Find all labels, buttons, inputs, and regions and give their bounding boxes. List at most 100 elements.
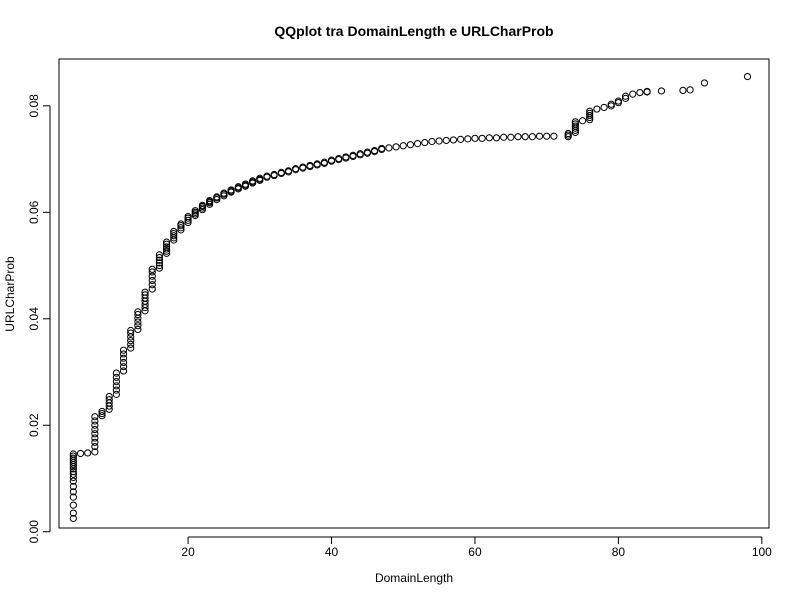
- data-point: [184, 216, 192, 224]
- data-point: [614, 97, 622, 105]
- data-point: [342, 153, 350, 161]
- data-point: [270, 170, 278, 179]
- data-point: [69, 514, 77, 523]
- data-point: [162, 240, 171, 248]
- data-point: [91, 421, 99, 429]
- data-point: [119, 363, 128, 371]
- data-point: [356, 150, 364, 158]
- data-point: [127, 340, 135, 348]
- data-point: [220, 189, 228, 197]
- data-point: [679, 86, 687, 95]
- y-tick-label: 0.06: [27, 200, 41, 224]
- y-tick-label: 0.00: [27, 520, 41, 544]
- data-point: [76, 449, 85, 458]
- data-point: [112, 373, 120, 381]
- data-point: [98, 407, 106, 416]
- data-point: [327, 156, 336, 164]
- data-point: [177, 224, 185, 232]
- data-point: [657, 87, 666, 95]
- data-point: [155, 253, 163, 262]
- data-point: [170, 230, 178, 238]
- data-point: [206, 197, 214, 205]
- data-point: [148, 281, 156, 289]
- data-point: [119, 354, 128, 362]
- data-point: [299, 163, 307, 171]
- data-point: [105, 396, 113, 404]
- data-point: [91, 438, 99, 446]
- data-point: [586, 109, 594, 117]
- x-tick-label: 60: [468, 545, 482, 559]
- data-point: [155, 251, 163, 259]
- data-point: [127, 326, 135, 335]
- y-tick-label: 0.04: [27, 307, 41, 331]
- data-point: [170, 232, 178, 240]
- data-point: [284, 167, 293, 175]
- data-point: [112, 382, 120, 390]
- data-point: [700, 79, 709, 87]
- data-point: [112, 386, 120, 394]
- data-point: [464, 135, 472, 143]
- data-point: [292, 165, 300, 173]
- data-point: [263, 172, 271, 180]
- data-point: [134, 310, 142, 319]
- x-axis: 20 40 60 80 100: [181, 536, 772, 559]
- data-point: [492, 134, 501, 142]
- data-point: [162, 247, 171, 255]
- data-point: [485, 134, 493, 142]
- data-point: [313, 160, 321, 168]
- data-point: [442, 136, 450, 145]
- plot-box: [58, 58, 770, 529]
- data-point: [91, 442, 99, 451]
- y-tick-label: 0.08: [27, 94, 41, 118]
- data-point: [413, 140, 422, 148]
- data-point: [134, 322, 142, 330]
- data-point: [155, 259, 163, 267]
- data-point: [134, 308, 142, 316]
- data-point: [119, 358, 128, 367]
- data-point: [198, 201, 207, 209]
- data-point: [134, 318, 142, 326]
- data-point: [320, 158, 328, 166]
- data-point: [378, 144, 386, 153]
- data-point: [148, 265, 156, 273]
- data-point: [586, 111, 594, 120]
- data-point: [155, 261, 163, 270]
- data-point: [170, 227, 178, 236]
- data-point: [564, 129, 572, 138]
- y-tick-label: 0.02: [27, 413, 41, 437]
- x-tick-label: 40: [325, 545, 339, 559]
- data-point: [69, 509, 77, 517]
- data-point: [69, 467, 77, 476]
- data-point: [112, 378, 120, 386]
- data-point: [306, 161, 314, 170]
- data-point: [112, 369, 120, 377]
- data-point: [543, 132, 551, 140]
- data-point: [105, 392, 113, 401]
- data-point: [686, 86, 694, 94]
- data-point: [550, 132, 558, 140]
- data-point: [91, 413, 99, 421]
- data-point: [119, 367, 128, 375]
- data-point: [91, 425, 99, 434]
- data-point: [593, 105, 601, 113]
- data-point: [349, 151, 357, 159]
- data-point: [91, 430, 99, 438]
- data-point: [449, 136, 458, 144]
- data-point: [148, 285, 156, 293]
- data-point: [184, 212, 192, 221]
- data-point: [148, 268, 156, 276]
- data-point: [636, 88, 644, 97]
- data-point: [162, 243, 171, 251]
- data-point: [528, 133, 536, 141]
- data-point: [256, 174, 264, 182]
- data-point: [177, 220, 185, 228]
- data-point: [213, 193, 221, 201]
- data-point: [98, 412, 106, 420]
- data-point: [91, 417, 99, 425]
- data-point: [457, 135, 465, 143]
- data-point: [141, 291, 149, 299]
- data-point: [578, 117, 587, 125]
- data-point: [399, 142, 407, 150]
- data-point: [69, 454, 77, 462]
- data-point: [600, 103, 608, 112]
